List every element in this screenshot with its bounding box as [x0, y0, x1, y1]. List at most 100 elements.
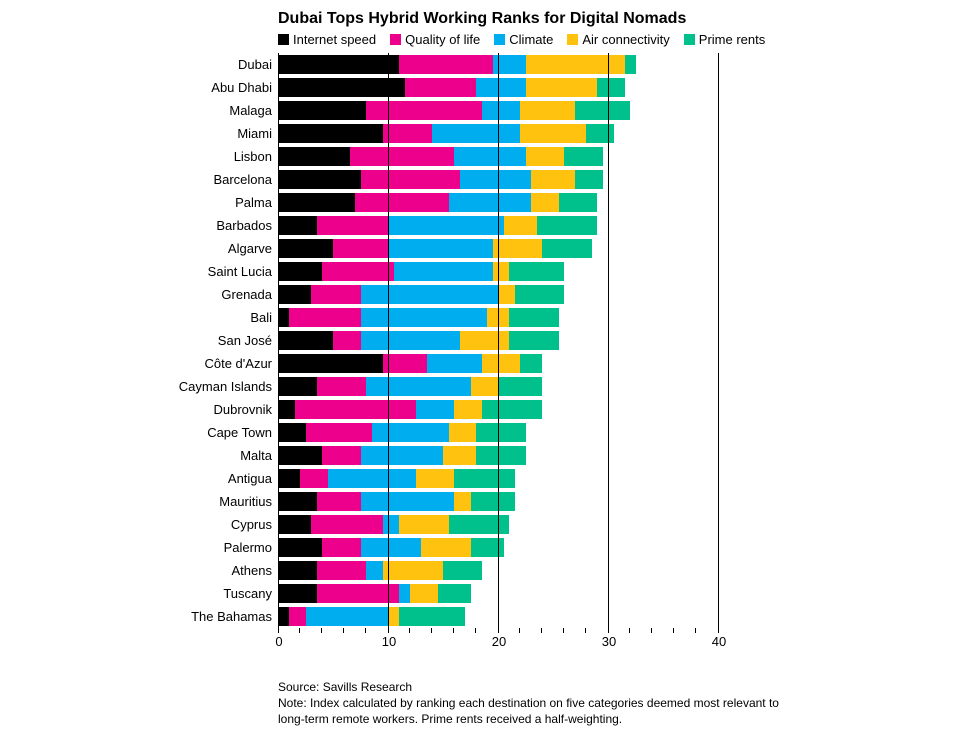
stacked-bar [278, 423, 526, 442]
bar-segment-prime-rents [443, 561, 482, 580]
bar-segment-prime-rents [438, 584, 471, 603]
bar-segment-climate [372, 423, 449, 442]
bar-segment-air-connectivity [416, 469, 455, 488]
legend-item: Quality of life [390, 32, 480, 47]
stacked-bar [278, 446, 526, 465]
bar-segment-prime-rents [498, 377, 542, 396]
chart-container: Dubai Tops Hybrid Working Ranks for Digi… [278, 10, 878, 727]
bar-segment-internet-speed [278, 469, 300, 488]
bar-row: Côte d'Azur [278, 352, 718, 375]
bar-segment-climate [460, 170, 532, 189]
bar-track [278, 582, 718, 605]
tick-mark [278, 628, 279, 633]
bar-segment-air-connectivity [531, 170, 575, 189]
tick-mark [563, 628, 564, 633]
bar-segment-prime-rents [471, 492, 515, 511]
stacked-bar [278, 308, 559, 327]
bar-segment-climate [361, 331, 460, 350]
tick-mark [541, 628, 542, 633]
category-label: Palermo [224, 540, 278, 555]
bar-row: Cayman Islands [278, 375, 718, 398]
legend-item: Internet speed [278, 32, 376, 47]
bar-row: Malta [278, 444, 718, 467]
bar-segment-air-connectivity [443, 446, 476, 465]
bar-row: Barcelona [278, 168, 718, 191]
bar-segment-quality-of-life [317, 492, 361, 511]
bar-track [278, 76, 718, 99]
bar-segment-climate [366, 561, 383, 580]
source-text: Source: Savills Research [278, 680, 878, 694]
stacked-bar [278, 170, 603, 189]
note-text: Note: Index calculated by ranking each d… [278, 696, 798, 727]
bar-segment-prime-rents [537, 216, 598, 235]
tick-mark [365, 628, 366, 633]
stacked-bar [278, 607, 465, 626]
stacked-bar [278, 147, 603, 166]
tick-label: 40 [712, 634, 726, 649]
bar-row: Grenada [278, 283, 718, 306]
legend-item: Air connectivity [567, 32, 669, 47]
bar-segment-air-connectivity [520, 124, 586, 143]
bar-segment-prime-rents [586, 124, 614, 143]
bar-row: Miami [278, 122, 718, 145]
tick-mark [629, 628, 630, 633]
stacked-bar [278, 239, 592, 258]
bar-segment-prime-rents [520, 354, 542, 373]
category-label: Mauritius [219, 494, 278, 509]
legend-label: Climate [509, 32, 553, 47]
bar-segment-quality-of-life [289, 308, 361, 327]
bar-segment-air-connectivity [399, 515, 449, 534]
category-label: Bali [250, 310, 278, 325]
bar-segment-quality-of-life [333, 331, 361, 350]
bar-segment-prime-rents [597, 78, 625, 97]
bar-segment-air-connectivity [526, 78, 598, 97]
bar-row: Barbados [278, 214, 718, 237]
stacked-bar [278, 193, 597, 212]
bar-track [278, 260, 718, 283]
legend: Internet speed Quality of life Climate Air … [278, 32, 878, 47]
tick-mark [475, 628, 476, 633]
bar-row: Tuscany [278, 582, 718, 605]
stacked-bar [278, 101, 630, 120]
legend-label: Quality of life [405, 32, 480, 47]
bar-segment-prime-rents [559, 193, 598, 212]
bar-track [278, 398, 718, 421]
bar-track [278, 421, 718, 444]
bar-segment-internet-speed [278, 285, 311, 304]
bar-segment-prime-rents [509, 308, 559, 327]
legend-item: Climate [494, 32, 553, 47]
bar-track [278, 237, 718, 260]
bar-segment-air-connectivity [471, 377, 499, 396]
bar-segment-climate [482, 101, 521, 120]
bar-segment-internet-speed [278, 492, 317, 511]
category-label: Malta [240, 448, 278, 463]
category-label: Dubrovnik [213, 402, 278, 417]
stacked-bar [278, 561, 482, 580]
bar-segment-air-connectivity [526, 147, 565, 166]
tick-mark [608, 628, 609, 633]
category-label: Athens [232, 563, 278, 578]
bar-track [278, 444, 718, 467]
tick-mark [651, 628, 652, 633]
tick-mark [519, 628, 520, 633]
tick-mark [498, 628, 499, 633]
legend-swatch [278, 34, 289, 45]
bar-segment-air-connectivity [482, 354, 521, 373]
bar-track [278, 375, 718, 398]
category-label: Malaga [229, 103, 278, 118]
bar-segment-air-connectivity [421, 538, 471, 557]
bar-row: Mauritius [278, 490, 718, 513]
bar-segment-climate [306, 607, 389, 626]
bar-segment-air-connectivity [454, 400, 482, 419]
bar-segment-climate [361, 492, 455, 511]
category-label: Dubai [238, 57, 278, 72]
bar-segment-internet-speed [278, 423, 306, 442]
bar-track [278, 467, 718, 490]
tick-mark [585, 628, 586, 633]
bar-row: Antigua [278, 467, 718, 490]
bar-segment-quality-of-life [311, 515, 383, 534]
bar-segment-prime-rents [625, 55, 636, 74]
bar-segment-internet-speed [278, 239, 333, 258]
category-label: Algarve [228, 241, 278, 256]
bar-track [278, 145, 718, 168]
